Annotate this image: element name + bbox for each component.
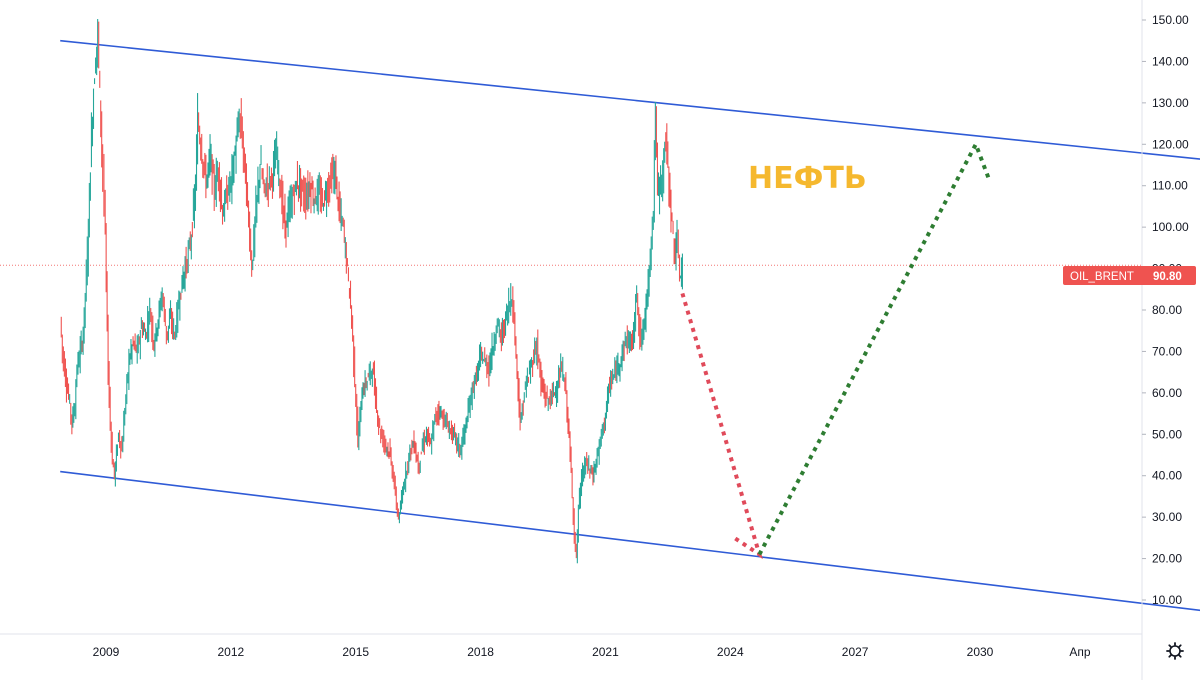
y-tick-label: 40.00	[1152, 469, 1182, 483]
last-price-tag: OIL_BRENT 90.80	[1063, 266, 1196, 285]
x-tick-label: 2021	[592, 645, 619, 659]
y-tick-label: 150.00	[1152, 13, 1189, 27]
y-tick-label: 140.00	[1152, 54, 1189, 68]
x-tick-label: 2009	[93, 645, 120, 659]
x-tick-label: 2030	[967, 645, 994, 659]
y-tick-label: 80.00	[1152, 303, 1182, 317]
settings-gear-icon[interactable]	[1166, 642, 1184, 660]
y-tick-label: 120.00	[1152, 137, 1189, 151]
x-tick-label: 2018	[467, 645, 494, 659]
y-tick-label: 50.00	[1152, 427, 1182, 441]
x-tick-label: Апр	[1069, 645, 1091, 659]
last-price-value: 90.80	[1153, 271, 1182, 283]
y-tick-label: 30.00	[1152, 510, 1182, 524]
x-tick-label: 2027	[842, 645, 869, 659]
x-tick-label: 2015	[342, 645, 369, 659]
y-tick-label: 20.00	[1152, 552, 1182, 566]
forecast-up-path	[757, 139, 991, 556]
annotation-label: НЕФТЬ	[748, 161, 867, 196]
y-tick-label: 10.00	[1152, 593, 1182, 607]
y-tick-label: 70.00	[1152, 344, 1182, 358]
channel-lower-line	[60, 470, 1200, 612]
plot-area[interactable]	[0, 19, 1200, 612]
channel-upper-line	[60, 39, 1200, 160]
price-axis[interactable]: 10.00 20.00 30.00 40.00 50.00 60.00 70.00 80.00…	[1142, 13, 1189, 607]
x-tick-label: 2012	[218, 645, 245, 659]
y-tick-label: 60.00	[1152, 386, 1182, 400]
y-tick-label: 130.00	[1152, 96, 1189, 110]
symbol-label: OIL_BRENT	[1070, 271, 1134, 283]
time-axis[interactable]: 2009 2012 2015 2018 2021 2024 2027 2030 Апр	[93, 645, 1091, 659]
y-tick-label: 100.00	[1152, 220, 1189, 234]
y-tick-label: 110.00	[1152, 179, 1188, 193]
x-tick-label: 2024	[717, 645, 744, 659]
price-series	[60, 19, 683, 564]
